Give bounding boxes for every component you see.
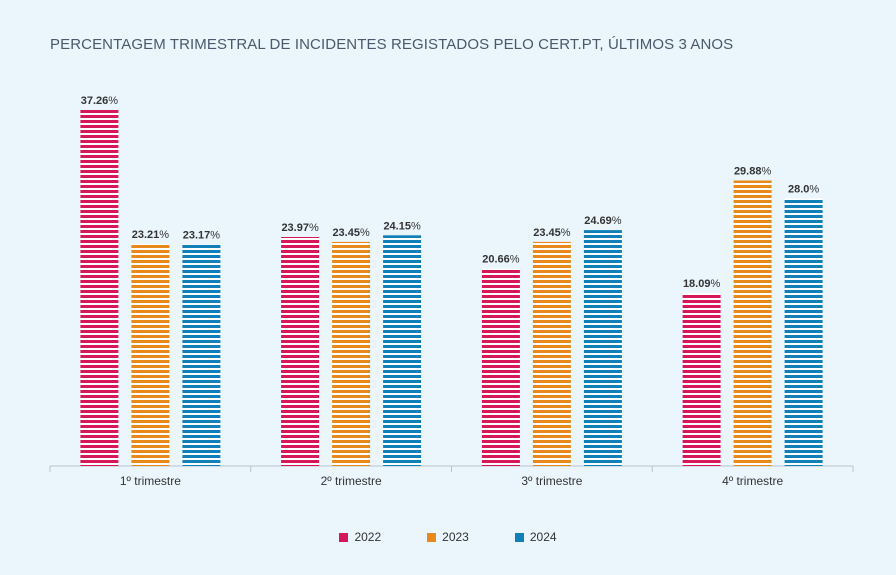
bar-2023-q4 [733, 180, 772, 466]
x-tick-label-q3: 3º trimestre [521, 474, 582, 488]
data-label-2024-q4: 28.0% [788, 184, 819, 196]
bar-2022-q3 [481, 268, 520, 466]
bar-2022-q4 [682, 293, 721, 466]
x-tick-label-q4: 4º trimestre [722, 474, 783, 488]
legend-item-2022: 2022 [339, 530, 381, 544]
legend-swatch-icon [514, 532, 524, 542]
legend-label: 2022 [354, 530, 382, 544]
bar-2023-q1 [131, 244, 170, 466]
legend: 2022 2023 2024 [0, 530, 896, 544]
x-tick-label-q1: 1º trimestre [120, 474, 181, 488]
legend-swatch-icon [427, 532, 437, 542]
data-label-2022-q3: 20.66% [482, 254, 520, 266]
data-label-2024-q2: 24.15% [383, 220, 421, 232]
data-label-2023-q4: 29.88% [734, 166, 772, 178]
bar-2023-q2 [332, 241, 371, 466]
legend-swatch-icon [339, 532, 349, 542]
bar-2024-q1 [182, 244, 221, 466]
legend-item-2024: 2024 [514, 530, 557, 544]
data-label-2024-q3: 24.69% [584, 215, 622, 227]
data-label-2023-q1: 23.21% [132, 229, 170, 241]
bar-2024-q4 [784, 198, 823, 466]
data-label-2023-q3: 23.45% [533, 227, 571, 239]
bar-2024-q3 [583, 230, 622, 466]
chart-title: PERCENTAGEM TRIMESTRAL DE INCIDENTES REG… [50, 36, 734, 53]
legend-label: 2024 [529, 530, 557, 544]
legend-label: 2023 [442, 530, 469, 544]
data-label-2023-q2: 23.45% [332, 227, 370, 239]
x-tick-label-q2: 2º trimestre [321, 474, 382, 488]
data-label-2022-q1: 37.26% [81, 95, 119, 107]
data-label-2022-q2: 23.97% [281, 222, 319, 234]
bar-2022-q1 [80, 110, 119, 466]
data-label-2024-q1: 23.17% [183, 230, 221, 242]
bar-chart: 37.26% 23.21% 23.17% 1º trimestre 23.97% 23.4… [49, 95, 854, 488]
legend-item-2023: 2023 [427, 530, 469, 544]
bar-2024-q2 [383, 235, 422, 466]
data-label-2022-q4: 18.09% [683, 278, 721, 290]
bar-2022-q2 [281, 237, 320, 466]
bar-2023-q3 [532, 241, 571, 466]
